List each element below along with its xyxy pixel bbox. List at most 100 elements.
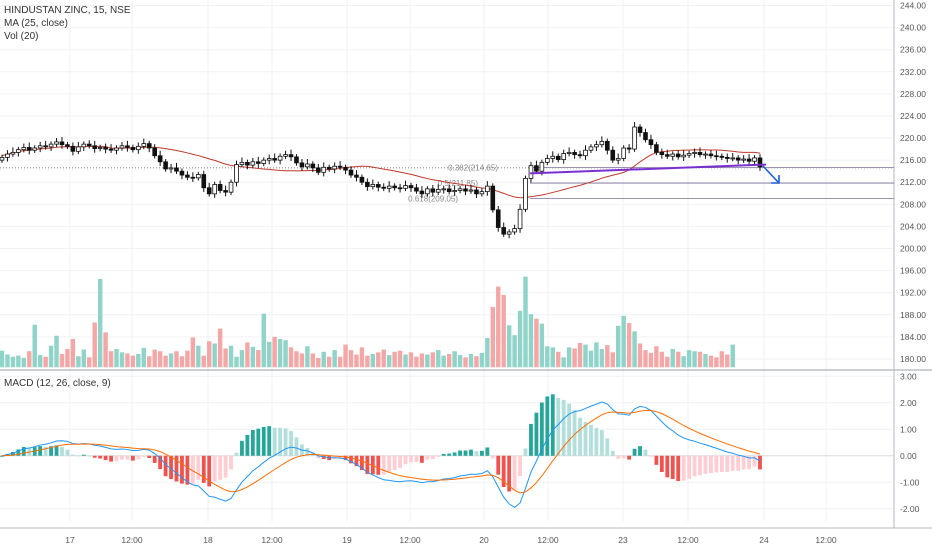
macd-histogram-bar [441, 453, 446, 456]
candle-body [337, 165, 343, 168]
time-tick-label: 19 [342, 535, 352, 545]
volume-bar [681, 356, 686, 368]
candle-body [724, 156, 730, 159]
macd-tick-label: -2.00 [900, 504, 920, 514]
volume-bar [305, 346, 310, 368]
macd-histogram-bar [741, 455, 746, 470]
macd-histogram-bar [212, 455, 217, 482]
candle-body [375, 184, 381, 188]
candle-body [512, 228, 517, 233]
volume-bar [147, 356, 152, 368]
purple-trendline [529, 163, 767, 175]
macd-histogram-bar [365, 455, 370, 475]
macd-tick-label: -1.00 [900, 477, 920, 487]
volume-bar [528, 314, 534, 368]
candle-body [386, 185, 392, 189]
candle-body [70, 145, 76, 152]
macd-histogram-bar [398, 455, 402, 469]
volume-bar [0, 350, 5, 368]
macd-histogram-bar [578, 417, 582, 456]
candle-body [610, 149, 616, 161]
candle-body [692, 152, 697, 154]
candle-body [174, 167, 179, 172]
volume-bar [174, 351, 179, 368]
macd-histogram-bar [758, 455, 762, 470]
candle-body [272, 158, 277, 161]
candle-body [65, 144, 70, 147]
volume-bar [21, 357, 27, 368]
candle-body [495, 209, 501, 228]
macd-histogram-bar [714, 455, 719, 473]
candle-body [675, 153, 681, 158]
macd-histogram-bar [305, 447, 310, 456]
candle-body [321, 166, 327, 173]
volume-bar [550, 347, 555, 368]
macd-indicator-label[interactable]: MACD (12, 26, close, 9) [4, 378, 111, 389]
ma-indicator-label[interactable]: MA (25, close) [4, 18, 68, 29]
candle-body [566, 152, 572, 154]
candle-body [92, 145, 98, 149]
volume-bar [70, 339, 76, 368]
volume-bar [594, 342, 599, 368]
candle-body [425, 188, 430, 195]
volume-indicator-label[interactable]: Vol (20) [4, 31, 39, 42]
macd-histogram-bar [654, 455, 659, 465]
macd-histogram-bar [158, 455, 163, 470]
macd-histogram-bar [218, 455, 223, 480]
candle-body [146, 143, 152, 149]
volume-bar [566, 347, 572, 368]
ma-line [1, 145, 761, 199]
volume-bar [512, 335, 517, 368]
candle-body [43, 145, 48, 148]
macd-tick-label: 1.00 [900, 424, 917, 434]
candle-body [234, 164, 239, 183]
candle-body [697, 152, 703, 156]
candle-body [545, 158, 550, 163]
price-tick-label: 208.00 [900, 199, 926, 209]
volume-bar [212, 343, 217, 368]
candle-body [457, 188, 463, 191]
candle-body [648, 139, 654, 146]
candle-body [37, 145, 43, 149]
candle-body [125, 145, 130, 148]
price-tick-label: 188.00 [900, 310, 926, 320]
macd-histogram-bar [103, 455, 108, 461]
volume-bar [207, 341, 212, 368]
candle-body [277, 155, 283, 161]
fib-level-label: 0.382(214.65) [448, 164, 498, 173]
volume-bar [272, 336, 277, 368]
volume-bar [119, 352, 125, 368]
volume-bar [496, 286, 501, 368]
volume-bar [697, 351, 703, 368]
candle-body [659, 152, 665, 156]
candle-body [621, 147, 626, 159]
volume-bar [686, 350, 692, 368]
volume-bar [577, 342, 583, 368]
symbol-title[interactable]: HINDUSTAN ZINC, 15, NSE [4, 5, 131, 16]
time-tick-label: 24 [759, 535, 769, 545]
candle-body [212, 184, 217, 195]
candle-body [643, 132, 648, 141]
macd-histogram-bar [185, 455, 190, 485]
price-tick-label: 244.00 [900, 1, 926, 11]
volume-bar [27, 351, 32, 368]
macd-histogram-bar [21, 447, 26, 456]
macd-histogram-bar [114, 455, 119, 462]
candle-body [157, 155, 163, 163]
candlesticks [0, 122, 763, 239]
volume-bar [506, 325, 512, 368]
candle-body [130, 147, 136, 151]
price-tick-label: 240.00 [900, 23, 926, 33]
macd-histogram-bar [278, 427, 283, 456]
macd-histogram-bar [676, 455, 681, 482]
macd-histogram-bar [403, 455, 408, 465]
volume-bar [43, 356, 48, 368]
volume-bar [523, 276, 528, 368]
volume-bar [125, 353, 130, 368]
candle-body [114, 147, 119, 151]
macd-histogram-bar [730, 455, 735, 471]
price-tick-label: 232.00 [900, 67, 926, 77]
macd-histogram-bar [196, 455, 201, 480]
macd-histogram-bar [387, 455, 392, 472]
